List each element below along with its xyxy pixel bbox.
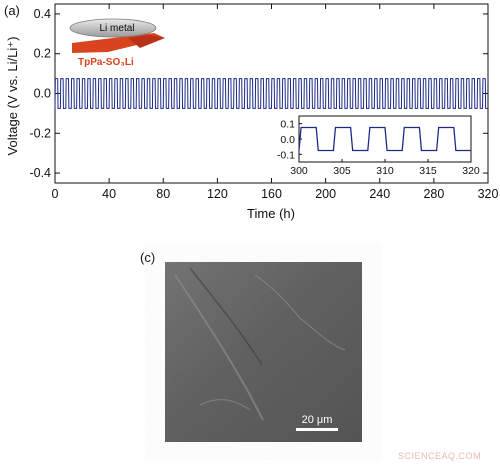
inset-x-ticks: 300 305 310 315 320 bbox=[290, 159, 480, 177]
sem-crease bbox=[254, 274, 346, 351]
x-tick-label: 120 bbox=[207, 187, 228, 201]
panel-label-c: (c) bbox=[140, 250, 155, 265]
scale-bar-label: 20 μm bbox=[302, 414, 333, 426]
sem-fold bbox=[189, 267, 263, 366]
scale-bar bbox=[296, 428, 338, 431]
panel-label-a: (a) bbox=[4, 3, 20, 18]
y-axis-ticks: -0.4 -0.2 0.0 0.2 0.4 bbox=[29, 7, 488, 180]
x-tick-label: 320 bbox=[478, 187, 499, 201]
voltage-chart: -0.4 -0.2 0.0 0.2 0.4 0 40 80 120 160 200 240 280 32… bbox=[5, 3, 499, 221]
inset-chart: 0.1 0.0 -0.1 300 305 310 315 320 bbox=[277, 115, 480, 177]
inset-x-tick-label: 310 bbox=[376, 165, 394, 177]
x-tick-label: 280 bbox=[423, 187, 444, 201]
y-tick-label: -0.2 bbox=[29, 126, 51, 140]
inset-y-tick-label: -0.1 bbox=[277, 149, 295, 161]
li-metal-disc bbox=[69, 18, 157, 38]
x-tick-label: 200 bbox=[315, 187, 336, 201]
x-tick-label: 160 bbox=[261, 187, 282, 201]
sem-image: 20 μm bbox=[165, 262, 362, 442]
watermark: SCIENCEAQ.COM bbox=[398, 451, 482, 461]
tppa-layer-side bbox=[128, 35, 165, 48]
inset-frame bbox=[298, 115, 472, 163]
inset-y-ticks: 0.1 0.0 -0.1 bbox=[277, 119, 302, 161]
inset-x-tick-label: 315 bbox=[419, 165, 437, 177]
x-tick-label: 40 bbox=[102, 187, 116, 201]
x-axis-ticks: 0 40 80 120 160 200 240 280 320 bbox=[52, 4, 499, 201]
li-metal-label: Li metal bbox=[99, 23, 134, 34]
inset-x-tick-label: 300 bbox=[290, 165, 308, 177]
y-axis-title: Voltage (V vs. Li/Li⁺) bbox=[5, 37, 20, 156]
y-tick-label: 0.0 bbox=[34, 87, 51, 101]
x-axis-title: Time (h) bbox=[247, 206, 295, 221]
inset-x-tick-label: 320 bbox=[462, 165, 480, 177]
inset-y-tick-label: 0.1 bbox=[280, 119, 295, 131]
y-tick-label: 0.4 bbox=[34, 7, 51, 21]
x-tick-label: 0 bbox=[52, 187, 59, 201]
voltage-series-line bbox=[54, 78, 488, 109]
tppa-label: TpPa-SO₃Li bbox=[78, 57, 134, 68]
y-tick-label: -0.4 bbox=[29, 166, 51, 180]
inset-x-tick-label: 305 bbox=[333, 165, 351, 177]
x-tick-label: 240 bbox=[369, 187, 390, 201]
y-tick-label: 0.2 bbox=[34, 47, 51, 61]
sem-texture bbox=[165, 262, 362, 442]
sem-ridge bbox=[174, 274, 264, 421]
electrode-illustration: Li metal TpPa-SO₃Li bbox=[69, 18, 165, 68]
sem-wrinkle bbox=[199, 398, 251, 411]
x-tick-label: 80 bbox=[156, 187, 170, 201]
inset-series-line bbox=[298, 126, 471, 152]
inset-y-tick-label: 0.0 bbox=[280, 134, 295, 146]
